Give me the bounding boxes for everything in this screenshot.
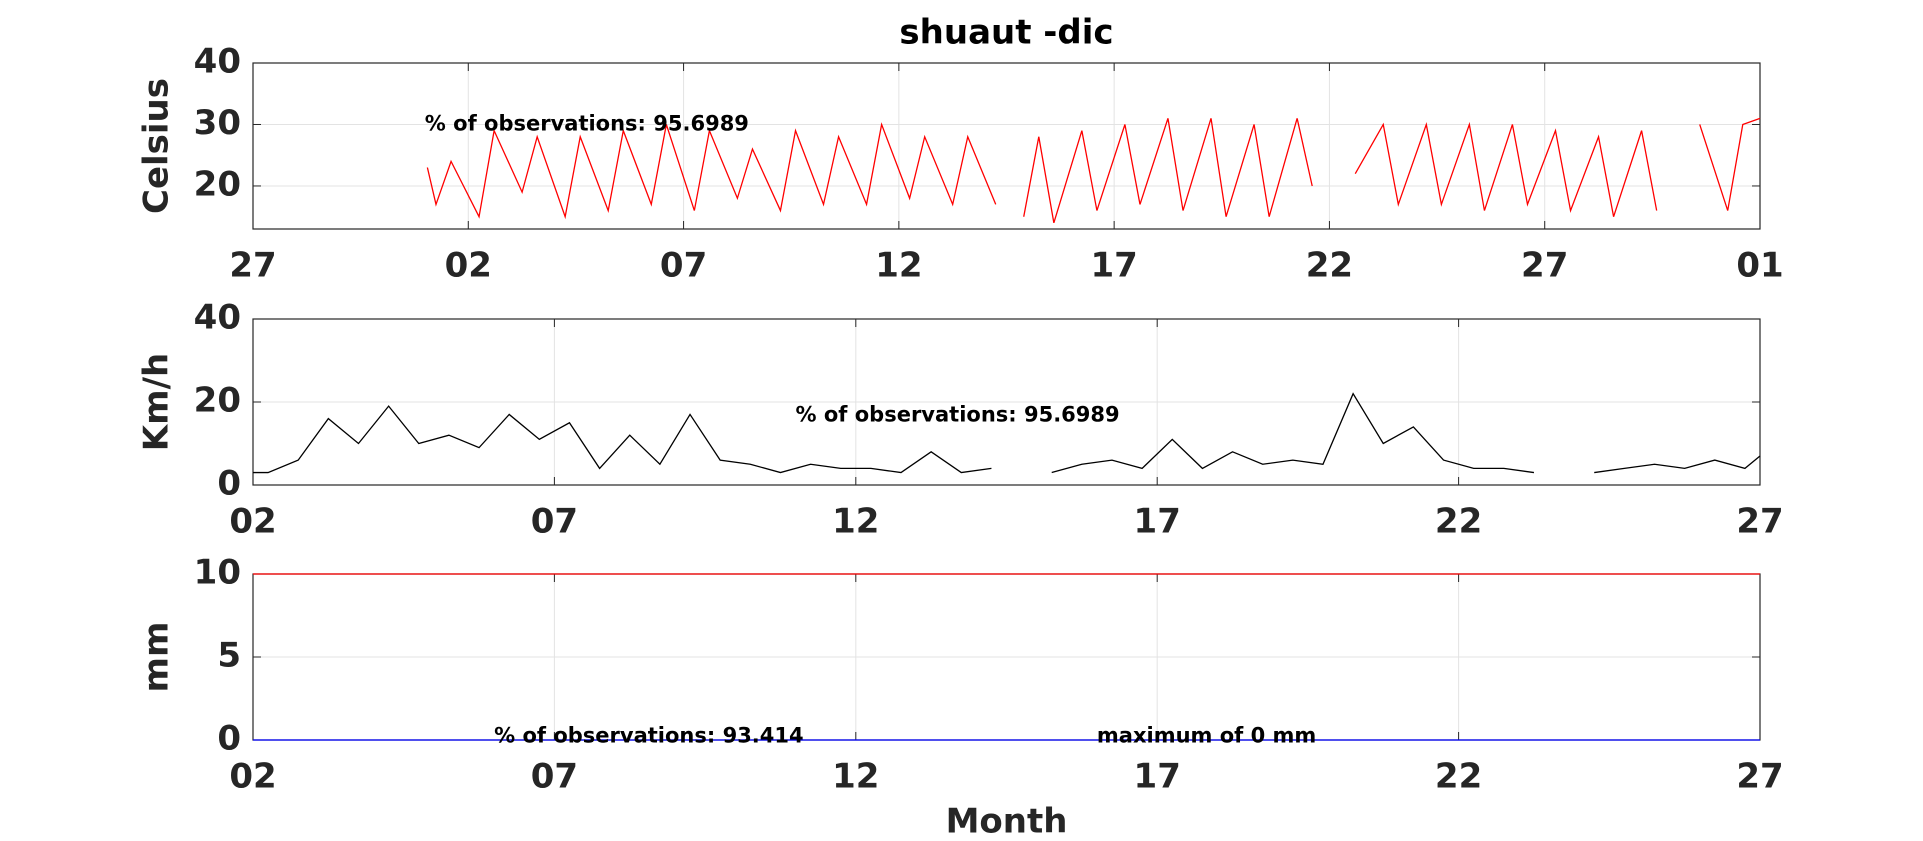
axes-frame (252, 62, 1761, 230)
y-tick-label: 30 (194, 103, 241, 143)
y-tick-label: 5 (217, 636, 241, 676)
x-tick-label: 02 (229, 502, 276, 542)
annotation: % of observations: 95.6989 (796, 402, 1120, 426)
x-tick-label: 12 (875, 246, 922, 286)
x-axis-label: Month (946, 802, 1068, 841)
x-tick-label: 07 (531, 502, 578, 542)
y-tick-label: 10 (194, 553, 241, 593)
x-tick-label: 27 (1521, 246, 1568, 286)
y-tick-label: 40 (194, 298, 241, 338)
x-tick-label: 12 (832, 502, 879, 542)
data-line (253, 392, 1761, 474)
y-axis-label: Km/h (137, 353, 177, 451)
y-axis-label: Celsius (137, 78, 177, 214)
x-tick-label: 12 (832, 757, 879, 797)
y-tick-label: 0 (217, 464, 241, 504)
annotation: % of observations: 93.414 (494, 724, 804, 748)
x-tick-label: 01 (1736, 246, 1783, 286)
x-tick-label: 17 (1090, 246, 1137, 286)
y-tick-label: 40 (194, 42, 241, 82)
y-axis-label: mm (137, 622, 177, 693)
x-tick-label: 02 (229, 757, 276, 797)
chart-title: shuaut -dic (899, 13, 1113, 53)
x-tick-label: 02 (445, 246, 492, 286)
data-line (426, 117, 1761, 224)
annotation: % of observations: 95.6989 (425, 111, 749, 135)
y-tick-label: 20 (194, 381, 241, 421)
y-tick-label: 0 (217, 719, 241, 759)
y-tick-label: 20 (194, 164, 241, 204)
annotation: maximum of 0 mm (1097, 724, 1316, 748)
x-tick-label: 07 (660, 246, 707, 286)
x-tick-label: 17 (1134, 757, 1181, 797)
x-tick-label: 07 (531, 757, 578, 797)
x-tick-label: 27 (1736, 757, 1783, 797)
x-tick-label: 27 (1736, 502, 1783, 542)
x-tick-label: 22 (1435, 757, 1482, 797)
x-tick-label: 22 (1435, 502, 1482, 542)
x-tick-label: 17 (1134, 502, 1181, 542)
x-tick-label: 27 (229, 246, 276, 286)
axes-frame (252, 318, 1761, 486)
x-tick-label: 22 (1306, 246, 1353, 286)
